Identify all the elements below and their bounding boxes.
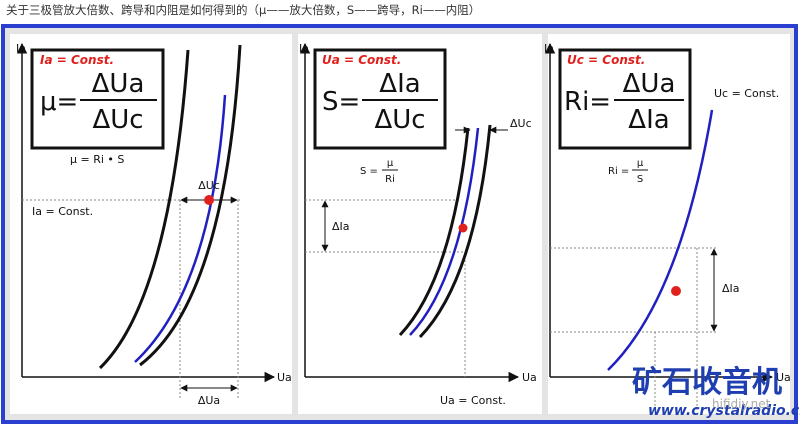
label: μ = Ri • S bbox=[70, 153, 124, 166]
panel-1: Ia Ua Ia = Const. μ= ΔUa ΔUc μ = Ri • S … bbox=[16, 42, 292, 407]
label: Ua bbox=[522, 371, 537, 384]
watermark-site: hifidiy.net bbox=[712, 397, 771, 411]
label: Ia bbox=[16, 42, 26, 55]
label: Ia bbox=[544, 42, 554, 55]
label: Ia bbox=[299, 42, 309, 55]
label: ΔIa bbox=[628, 105, 669, 135]
label: ΔIa bbox=[332, 220, 350, 233]
caption: 关于三极管放大倍数、跨导和内阻是如何得到的（μ——放大倍数，S——跨导，Ri——… bbox=[6, 3, 480, 17]
label: ΔUc bbox=[374, 105, 425, 135]
label: S= bbox=[322, 87, 360, 117]
label: ΔUc bbox=[92, 105, 143, 135]
curve bbox=[409, 127, 480, 336]
curve bbox=[98, 49, 190, 370]
label: S bbox=[637, 174, 643, 185]
watermark-logo: 矿石收音机 bbox=[632, 365, 782, 400]
operating-point bbox=[204, 195, 214, 205]
panel-3: Ia Ua Uc = Const. Ri= ΔUa ΔIa Ri = μ S U… bbox=[544, 42, 791, 410]
label: Ua = Const. bbox=[440, 394, 506, 407]
panel-2: Ia Ua Ua = Const. S= ΔIa ΔUc S = μ Ri ΔU… bbox=[299, 42, 537, 407]
label: Ia = Const. bbox=[32, 205, 93, 218]
label: ΔUa bbox=[623, 69, 676, 99]
operating-point bbox=[671, 286, 681, 296]
label: ΔUa bbox=[92, 69, 145, 99]
label: ΔUa bbox=[198, 394, 220, 407]
label: Ri bbox=[385, 174, 395, 185]
watermark-url: www.crystalradio.cn bbox=[648, 403, 800, 419]
curve bbox=[607, 109, 714, 371]
label: μ bbox=[637, 158, 644, 169]
label: Uc = Const. bbox=[567, 53, 645, 67]
label: ΔUc bbox=[510, 117, 532, 130]
curve bbox=[398, 127, 470, 337]
label: ΔUc bbox=[198, 179, 220, 192]
label: Ua = Const. bbox=[322, 53, 401, 67]
label: ΔIa bbox=[722, 282, 740, 295]
curve bbox=[418, 124, 492, 339]
label: μ bbox=[387, 158, 394, 169]
curve bbox=[139, 44, 242, 367]
label: Ri= bbox=[564, 87, 611, 117]
curve bbox=[134, 94, 227, 363]
label: S = bbox=[360, 166, 378, 177]
operating-point bbox=[458, 223, 468, 233]
label: Ua bbox=[776, 371, 791, 384]
label: Ia = Const. bbox=[40, 53, 114, 67]
label: ΔIa bbox=[379, 69, 420, 99]
label: Uc = Const. bbox=[714, 87, 779, 100]
label: Ri = bbox=[608, 166, 629, 177]
label: μ= bbox=[40, 87, 78, 117]
label: Ua bbox=[277, 371, 292, 384]
